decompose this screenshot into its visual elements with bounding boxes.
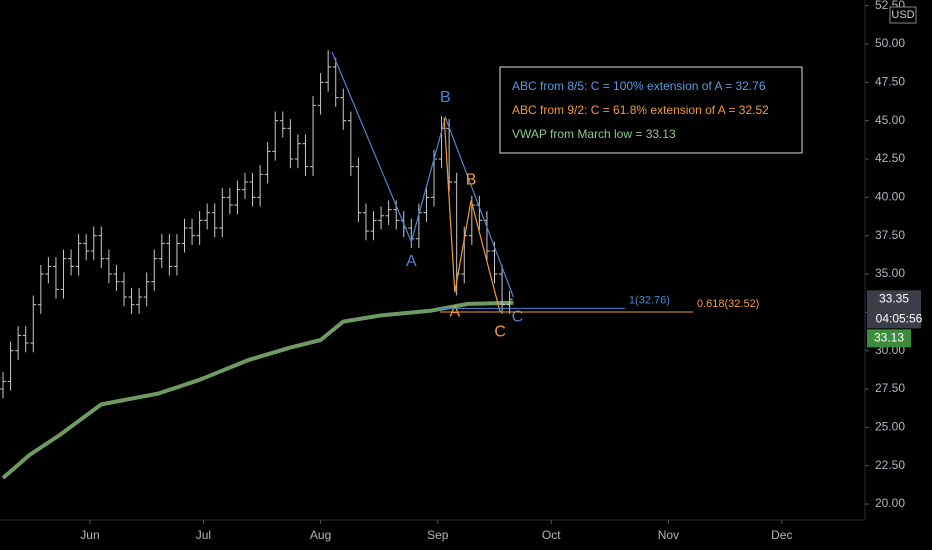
- countdown: 04:05:56: [876, 312, 923, 326]
- pattern-label: C: [512, 308, 524, 325]
- y-tick-label: 40.00: [875, 190, 905, 204]
- level-label: 0.618(32.52): [697, 298, 759, 310]
- note: ABC from 9/2: C = 61.8% extension of A =…: [512, 103, 769, 117]
- y-tick-label: 27.50: [875, 381, 905, 395]
- y-tick-label: 35.00: [875, 266, 905, 280]
- y-tick-label: 22.50: [875, 458, 905, 472]
- vwap-line: [1, 300, 514, 480]
- price-tag: [867, 329, 911, 348]
- x-tick-label: Jun: [80, 528, 99, 542]
- y-tick-label: 47.50: [875, 75, 905, 89]
- y-tick-label: 50.00: [875, 36, 905, 50]
- currency-box: [889, 6, 917, 24]
- y-tick-label: 45.00: [875, 113, 905, 127]
- x-tick-label: Nov: [658, 528, 679, 542]
- x-tick-label: Aug: [310, 528, 331, 542]
- notes-box: [499, 66, 803, 154]
- x-tick-label: Jul: [196, 528, 211, 542]
- pattern-line: [443, 117, 501, 313]
- price-tag: [867, 290, 921, 329]
- y-tick-label: 42.50: [875, 151, 905, 165]
- level-label: 1(32.76): [629, 294, 670, 306]
- note: ABC from 8/5: C = 100% extension of A = …: [512, 79, 766, 93]
- price-tag-label: 33.35: [879, 292, 909, 306]
- note: VWAP from March low = 33.13: [512, 127, 676, 141]
- pattern-label: A: [406, 253, 417, 270]
- y-tick-label: 25.00: [875, 420, 905, 434]
- currency: USD: [891, 9, 914, 21]
- pattern-label: B: [466, 172, 477, 189]
- y-tick-label: 20.00: [875, 496, 905, 510]
- x-tick-label: Oct: [542, 528, 561, 542]
- x-tick-label: Sep: [427, 528, 449, 542]
- y-tick-label: 37.50: [875, 228, 905, 242]
- x-tick-label: Dec: [771, 528, 792, 542]
- price-tag-label: 33.13: [874, 331, 904, 345]
- pattern-label: B: [440, 89, 451, 106]
- pattern-label: C: [494, 324, 506, 341]
- y-tick-label: 52.50: [875, 0, 905, 12]
- pattern-line: [331, 51, 514, 298]
